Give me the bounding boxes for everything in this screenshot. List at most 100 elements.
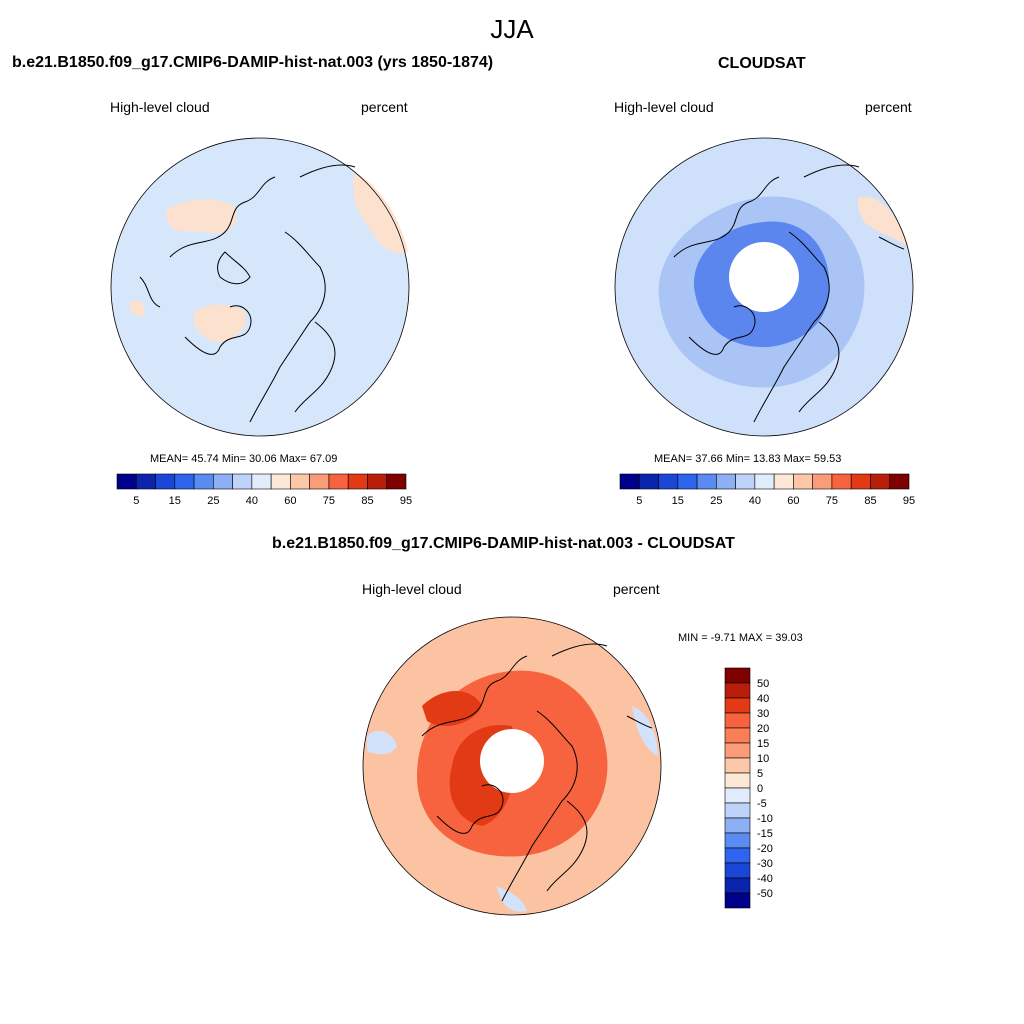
- colorbar-swatch: [270, 473, 291, 490]
- colorbar-swatch: [328, 473, 349, 490]
- colorbar-swatch: [724, 667, 751, 684]
- stats-diff: MIN = -9.71 MAX = 39.03: [678, 632, 803, 644]
- coastlines: [421, 643, 653, 902]
- colorbar-swatch: [724, 772, 751, 789]
- colorbar-tick-label: 15: [757, 738, 769, 750]
- colorbar-swatch: [193, 473, 214, 490]
- warm-region: [165, 199, 237, 234]
- colorbar-tick-label: 40: [246, 495, 258, 507]
- colorbar-swatch: [724, 727, 751, 744]
- colorbar-swatch: [724, 682, 751, 699]
- warm-region: [857, 196, 909, 247]
- colorbar-tick-label: -10: [757, 813, 773, 825]
- cool-region: [632, 706, 658, 756]
- colorbar-swatch: [724, 712, 751, 729]
- colorbar-swatch: [724, 697, 751, 714]
- colorbar-swatch: [724, 757, 751, 774]
- colorbar-tick-label: 30: [757, 708, 769, 720]
- map-border: [362, 616, 662, 916]
- colorbar-swatch: [724, 892, 751, 909]
- panel-title-obs: CLOUDSAT: [718, 55, 806, 72]
- colorbar-tick-label: 40: [757, 693, 769, 705]
- colorbar-tick-label: 25: [207, 495, 219, 507]
- colorbar-swatch: [677, 473, 698, 490]
- colorbar-swatch: [724, 787, 751, 804]
- colorbar-tick-label: 5: [757, 768, 763, 780]
- colorbar-swatch: [735, 473, 756, 490]
- colorbar-swatch: [754, 473, 775, 490]
- warm-region: [352, 172, 408, 254]
- colorbar-tick-label: -5: [757, 798, 767, 810]
- colorbar-tick-label: -15: [757, 828, 773, 840]
- colorbar-swatch: [724, 742, 751, 759]
- colorbar-swatch: [658, 473, 679, 490]
- colorbar-swatch: [870, 473, 891, 490]
- colorbar-swatch: [850, 473, 871, 490]
- colorbar-tick-label: 85: [864, 495, 876, 507]
- colorbar-swatch: [793, 473, 813, 490]
- colorbar-swatch: [724, 877, 751, 894]
- missing-data-hole: [729, 242, 799, 312]
- stats-obs: MEAN= 37.66 Min= 13.83 Max= 59.53: [654, 453, 842, 465]
- polar-map-diff: [362, 616, 662, 916]
- colorbar-tick-label: 50: [757, 678, 769, 690]
- missing-data-hole: [480, 729, 544, 793]
- colorbar-obs: 5 15 25 40 60 75 85 95: [619, 473, 915, 507]
- colorbar-tick-label: 85: [361, 495, 373, 507]
- colorbar-tick-label: 95: [903, 495, 915, 507]
- units-label-diff: percent: [613, 581, 660, 597]
- variable-label-obs: High-level cloud: [614, 99, 714, 115]
- cool-region: [497, 886, 527, 912]
- colorbar-tick-label: 75: [826, 495, 838, 507]
- figure-title: JJA: [490, 14, 534, 44]
- panel-title-diff: b.e21.B1850.f09_g17.CMIP6-DAMIP-hist-nat…: [272, 535, 735, 552]
- colorbar-swatch: [724, 832, 751, 849]
- colorbar-tick-label: -40: [757, 873, 773, 885]
- warm-region: [193, 304, 246, 342]
- colorbar-swatch: [135, 473, 156, 490]
- colorbar-tick-label: 5: [133, 495, 139, 507]
- polar-map-obs: [614, 137, 914, 437]
- colorbar-swatch: [724, 862, 751, 879]
- map-border: [614, 137, 914, 437]
- colorbar-swatch: [386, 473, 407, 490]
- colorbar-swatch: [638, 473, 659, 490]
- colorbar-swatch: [773, 473, 794, 490]
- colorbar-swatch: [619, 473, 640, 490]
- units-label-model: percent: [361, 99, 408, 115]
- colorbar-swatch: [251, 473, 272, 490]
- colorbar-tick-label: 15: [169, 495, 181, 507]
- colorbar-tick-label: 5: [636, 495, 642, 507]
- colorbar-swatch: [290, 473, 310, 490]
- stats-model: MEAN= 45.74 Min= 30.06 Max= 67.09: [150, 453, 338, 465]
- colorbar-swatch: [724, 847, 751, 864]
- colorbar-tick-label: 60: [787, 495, 799, 507]
- colorbar-swatch: [174, 473, 195, 490]
- colorbar-swatch: [213, 473, 233, 490]
- variable-label-model: High-level cloud: [110, 99, 210, 115]
- colorbar-swatch: [696, 473, 717, 490]
- map-border: [110, 137, 410, 437]
- colorbar-tick-label: 0: [757, 783, 763, 795]
- colorbar-swatch: [347, 473, 368, 490]
- colorbar-swatch: [831, 473, 852, 490]
- colorbar-swatch: [716, 473, 736, 490]
- cool-region: [367, 730, 397, 755]
- colorbar-swatch: [155, 473, 176, 490]
- colorbar-model: 5 15 25 40 60 75 85 95: [116, 473, 412, 507]
- colorbar-tick-label: -50: [757, 888, 773, 900]
- coastlines: [139, 164, 356, 423]
- colorbar-swatch: [812, 473, 833, 490]
- colorbar-tick-label: 15: [672, 495, 684, 507]
- colorbar-tick-label: -20: [757, 843, 773, 855]
- colorbar-tick-label: 20: [757, 723, 769, 735]
- coastlines: [673, 164, 905, 423]
- panel-title-model: b.e21.B1850.f09_g17.CMIP6-DAMIP-hist-nat…: [12, 54, 494, 71]
- colorbar-swatch: [309, 473, 330, 490]
- colorbar-tick-label: 25: [710, 495, 722, 507]
- colorbar-tick-label: 10: [757, 753, 769, 765]
- colorbar-swatch: [889, 473, 910, 490]
- colorbar-tick-label: 40: [749, 495, 761, 507]
- colorbar-tick-label: -30: [757, 858, 773, 870]
